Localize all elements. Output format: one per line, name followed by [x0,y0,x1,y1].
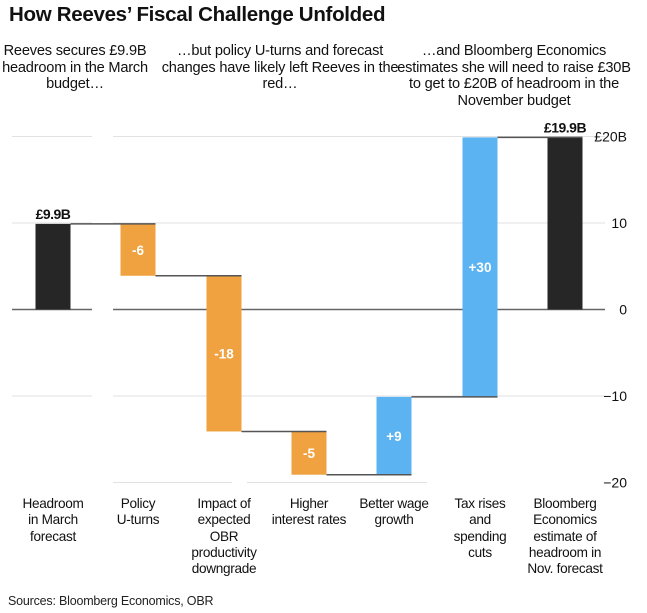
data-label: -5 [303,446,315,461]
data-label: +30 [469,260,492,275]
data-label: +9 [386,429,401,444]
x-tick-label-line: Higher [289,496,329,511]
x-tick-label-line: spending [453,528,507,544]
y-tick-label: 10 [611,215,627,231]
x-tick-label: Policy U-turns [93,496,183,529]
bar-0 [35,223,71,310]
bar-3 [291,431,327,475]
x-tick-label-line: and [469,512,491,528]
y-tick-label: £20B [594,129,627,145]
x-tick-label-line: productivity [191,544,257,560]
annotation-march-budget: Reeves secures £9.9B headroom in the Mar… [2,43,148,92]
data-labels: £9.9B -6 -18 -5 +9 +30 £19.9B [36,119,587,461]
x-tick-label-line: Bloomberg [533,496,597,511]
source-note: Sources: Bloomberg Economics, OBR [8,594,214,608]
y-tick-label: −20 [603,475,627,491]
x-tick-label-line: in March [28,512,78,528]
x-tick-label-line: OBR [209,528,239,544]
connectors [70,136,583,476]
bars [35,137,583,475]
x-tick-label: Headroom in March forecast [8,496,98,545]
x-tick-label-line: expected [197,512,251,528]
bar-2 [206,275,242,432]
y-tick-label: 0 [619,302,627,318]
x-tick-label-line: cuts [468,544,492,560]
bar-1 [120,223,156,276]
y-axis: −20 −10 0 10 £20B [594,129,627,491]
x-tick-label-line: forecast [30,528,76,544]
data-label: -6 [132,243,144,258]
x-tick-label-line: U-turns [116,512,160,528]
x-tick-label-line: Policy [120,496,156,511]
x-tick-label: Impact of expected OBR productivity downgrad… [179,496,269,577]
x-tick-label-line: Headroom [22,496,84,511]
x-tick-label: Tax rises and spending cuts [435,496,525,561]
x-tick-label-line: interest rates [271,512,347,528]
x-tick-label-line: growth [374,512,414,528]
data-label: -18 [214,347,234,362]
bar-6 [547,137,583,310]
x-tick-label-line: Impact of [197,496,251,511]
x-tick-label-line: Nov. forecast [527,561,603,577]
x-tick-label-line: Better wage [359,496,429,511]
chart-title: How Reeves’ Fiscal Challenge Unfolded [9,3,386,26]
x-tick-label-line: Economics [533,512,597,528]
bar-4 [376,396,412,475]
x-tick-label-line: headroom in [528,544,602,560]
x-tick-label-line: estimate of [533,528,597,544]
x-tick-label-line: downgrade [191,561,257,577]
y-tick-label: −10 [603,388,627,404]
annotation-policy-uturns: …but policy U-turns and forecast changes… [161,43,399,92]
gridlines [12,136,605,483]
data-label: £9.9B [36,206,71,222]
bar-5 [462,137,498,397]
x-tick-label: Better wage growth [349,496,439,529]
data-label: £19.9B [544,119,587,135]
x-tick-label: Higher interest rates [264,496,354,529]
x-tick-label-line: Tax rises [454,496,506,511]
annotation-november-budget: …and Bloomberg Economics estimates she w… [397,43,631,109]
x-tick-label: Bloomberg Economics estimate of headroom in… [520,496,610,577]
